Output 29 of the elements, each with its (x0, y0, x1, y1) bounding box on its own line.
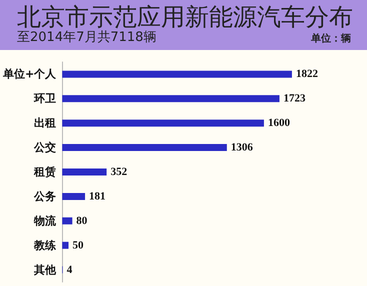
y-tick-label: 公务 (33, 190, 56, 203)
data-label: 50 (72, 239, 84, 252)
chart-title: 北京市示范应用新能源汽车分布 (17, 3, 353, 31)
bar (62, 95, 280, 102)
y-tick-label: 教练 (33, 238, 56, 252)
chart-subtitle: 至2014年7月共7118辆 (17, 30, 156, 45)
bar (62, 168, 107, 176)
bar (62, 217, 72, 224)
text: 单位：辆 (310, 32, 351, 44)
data-label: 1822 (296, 68, 318, 80)
data-label: 1723 (283, 92, 306, 105)
bar (62, 120, 264, 127)
bar (62, 192, 86, 200)
y-tick-label: 租赁 (33, 166, 56, 178)
data-label: 181 (89, 190, 106, 202)
y-tick-label: 物流 (33, 214, 58, 228)
data-label: 1600 (268, 117, 290, 130)
bar (62, 144, 227, 152)
bar (62, 242, 69, 249)
data-label: 352 (110, 166, 128, 178)
data-label: 80 (76, 214, 88, 227)
y-tick-label: 其他 (33, 263, 58, 276)
bar (62, 70, 292, 78)
y-tick-label: 环卫 (33, 92, 56, 106)
y-tick-label: 出租 (34, 116, 56, 130)
y-tick-label: 公交 (33, 141, 56, 154)
data-label: 4 (66, 264, 73, 276)
data-label: 1306 (230, 142, 254, 154)
y-tick-label: 单位+个人 (2, 68, 58, 81)
